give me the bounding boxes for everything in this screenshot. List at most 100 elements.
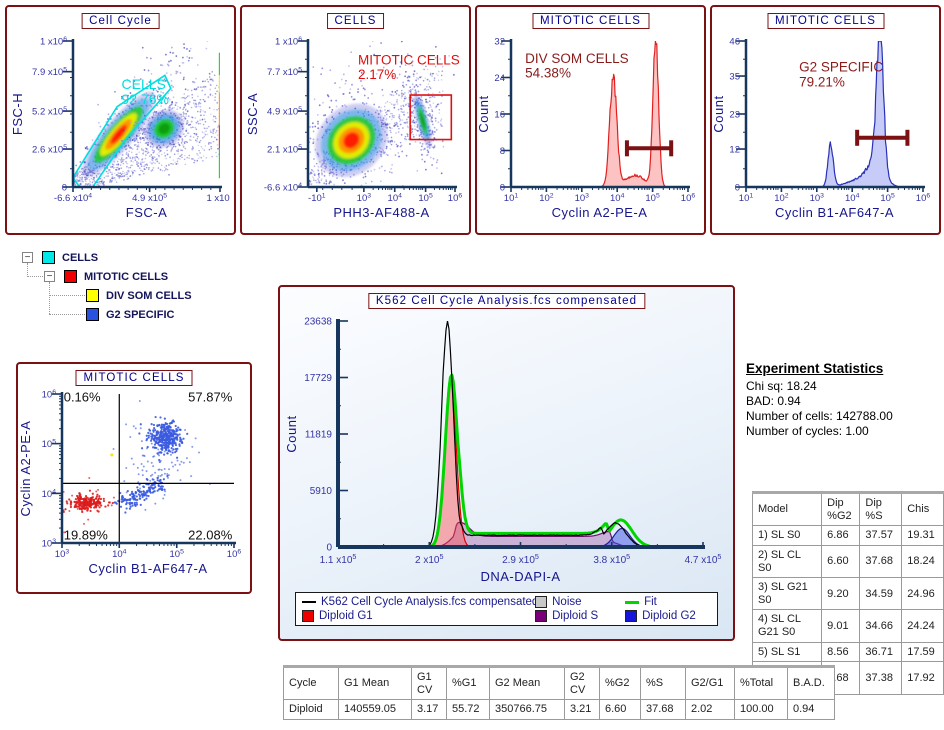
svg-text:102: 102: [539, 192, 554, 204]
legend-label: Diploid S: [552, 610, 599, 622]
legend-entry: Diploid S: [535, 610, 625, 622]
panel-mitotic-quadrant: 0.16% 57.87% 19.89% 22.08% 103 104 105 106 103 10…: [16, 362, 252, 594]
population-label[interactable]: CELLS: [62, 252, 99, 264]
panel-title-cells: CELLS: [326, 13, 385, 29]
svg-text:FSC-A: FSC-A: [126, 205, 168, 220]
table-row[interactable]: Diploid 140559.05 3.17 55.72 350766.75 3.21 6.…: [283, 699, 835, 720]
table-cell: 0.94: [787, 699, 835, 720]
legend-square-swatch: [625, 610, 638, 622]
table-cell: 37.57: [859, 525, 903, 546]
population-color-swatch: [64, 270, 77, 283]
tree-expander[interactable]: −: [44, 271, 55, 282]
svg-text:101: 101: [739, 192, 754, 204]
table-cell: 24.96: [901, 577, 944, 611]
tree-expander[interactable]: −: [22, 252, 33, 263]
svg-text:DIV SOM CELLS: DIV SOM CELLS: [525, 51, 629, 66]
table-header-cell: G2 CV: [564, 665, 600, 701]
svg-text:1 x106: 1 x106: [40, 36, 67, 48]
svg-text:106: 106: [916, 192, 931, 204]
svg-text:16: 16: [494, 110, 505, 121]
svg-text:Cyclin A2-PE-A: Cyclin A2-PE-A: [552, 205, 648, 220]
table-cell: 6.60: [821, 544, 861, 579]
legend-entry: Noise: [535, 596, 625, 608]
svg-text:54.38%: 54.38%: [525, 66, 571, 81]
table-cell: 17.59: [901, 641, 944, 663]
table-row[interactable]: 4) SL CL G21 S0 9.01 34.66 24.24: [751, 609, 944, 643]
mitotic-cells-quadrant-plot[interactable]: 0.16% 57.87% 19.89% 22.08% 103 104 105 106 103 10…: [18, 364, 246, 588]
legend-line-swatch: [302, 601, 316, 603]
svg-text:106: 106: [681, 192, 696, 204]
svg-text:1 x106: 1 x106: [275, 36, 302, 48]
svg-text:Count: Count: [477, 95, 491, 132]
population-label[interactable]: DIV SOM CELLS: [106, 290, 192, 302]
dna-histogram-plot[interactable]: 0 5910 11819 17729 23638 1.1 x105 2 x105 2.9 x1…: [280, 287, 729, 635]
table-header-row: Cycle G1 Mean G1 CV %G1 G2 Mean G2 CV %G2 %S G2/…: [283, 665, 835, 701]
table-cell: 37.68: [859, 544, 903, 579]
legend-entry: Diploid G1: [302, 610, 535, 622]
cycle-table: Cycle G1 Mean G1 CV %G1 G2 Mean G2 CV %G2 %S G2/…: [283, 665, 835, 720]
chart-legend: K562 Cell Cycle Analysis.fcs compensated…: [295, 592, 718, 626]
panel-cells: MITOTIC CELLS 2.17% -6.6 x104 2.1 x105 4.9 x…: [240, 5, 471, 235]
table-cell: 4) SL CL G21 S0: [751, 609, 823, 643]
table-row[interactable]: 5) SL S1 8.56 36.71 17.59: [751, 641, 944, 663]
table-cell: Diploid: [283, 699, 339, 720]
statistic-line: BAD: 0.94: [746, 394, 801, 408]
svg-text:0: 0: [500, 183, 505, 194]
svg-text:105: 105: [170, 548, 185, 560]
population-label[interactable]: G2 SPECIFIC: [106, 309, 175, 321]
svg-text:-6.6 x104: -6.6 x104: [264, 182, 302, 194]
svg-text:103: 103: [810, 192, 825, 204]
table-row[interactable]: 1) SL S0 6.86 37.57 19.31: [751, 525, 944, 546]
population-label[interactable]: MITOTIC CELLS: [84, 271, 169, 283]
svg-text:DNA-DAPI-A: DNA-DAPI-A: [480, 569, 560, 584]
table-header-cell: %G1: [446, 665, 490, 701]
svg-text:24: 24: [494, 73, 505, 84]
svg-text:3.8 x105: 3.8 x105: [593, 552, 630, 566]
table-row[interactable]: 2) SL CL S0 6.60 37.68 18.24: [751, 544, 944, 579]
svg-text:11819: 11819: [305, 430, 333, 441]
svg-text:106: 106: [448, 192, 463, 204]
experiment-statistics: Experiment Statistics Chi sq: 18.24 BAD: …: [746, 361, 942, 439]
svg-text:CELLS: CELLS: [122, 76, 166, 92]
svg-text:103: 103: [575, 192, 590, 204]
table-header-cell: Dip %S: [859, 491, 903, 527]
population-color-swatch: [86, 308, 99, 321]
svg-text:2.17%: 2.17%: [358, 67, 396, 82]
svg-text:-101: -101: [308, 192, 326, 204]
panel-title-mitotic-b1: MITOTIC CELLS: [767, 13, 884, 29]
statistic-line: Number of cycles: 1.00: [746, 424, 869, 438]
svg-text:Cyclin B1-AF647-A: Cyclin B1-AF647-A: [775, 205, 894, 220]
legend-square-swatch: [535, 596, 548, 608]
svg-text:2.6 x105: 2.6 x105: [32, 144, 67, 156]
table-cell: 2.02: [685, 699, 735, 720]
svg-text:0: 0: [326, 543, 332, 554]
panel-title-dna-model: K562 Cell Cycle Analysis.fcs compensated: [367, 293, 646, 309]
table-header-cell: G2/G1: [685, 665, 735, 701]
legend-label: Diploid G1: [319, 610, 373, 622]
table-header-cell: %Total: [734, 665, 788, 701]
table-header-cell: Chis: [901, 491, 944, 527]
table-header-cell: G2 Mean: [489, 665, 565, 701]
experiment-statistics-lines: Chi sq: 18.24 BAD: 0.94 Number of cells: 1…: [746, 379, 942, 439]
table-header-cell: G1 Mean: [338, 665, 412, 701]
table-cell: 140559.05: [338, 699, 412, 720]
svg-text:1.1 x105: 1.1 x105: [320, 552, 357, 566]
svg-text:46: 46: [729, 37, 740, 48]
experiment-statistics-title: Experiment Statistics: [746, 361, 884, 376]
table-row[interactable]: 3) SL G21 S0 9.20 34.59 24.96: [751, 577, 944, 611]
statistic-line: Number of cells: 142788.00: [746, 409, 893, 423]
svg-text:106: 106: [227, 548, 242, 560]
svg-text:1 x106: 1 x106: [206, 192, 230, 204]
tree-connector: [49, 282, 50, 314]
svg-text:4.9 x105: 4.9 x105: [132, 192, 167, 204]
table-cell: 17.92: [901, 661, 944, 695]
svg-text:7.9 x105: 7.9 x105: [32, 67, 67, 79]
svg-text:Count: Count: [284, 415, 299, 452]
svg-text:23638: 23638: [304, 317, 332, 328]
legend-line-swatch: [625, 600, 640, 604]
